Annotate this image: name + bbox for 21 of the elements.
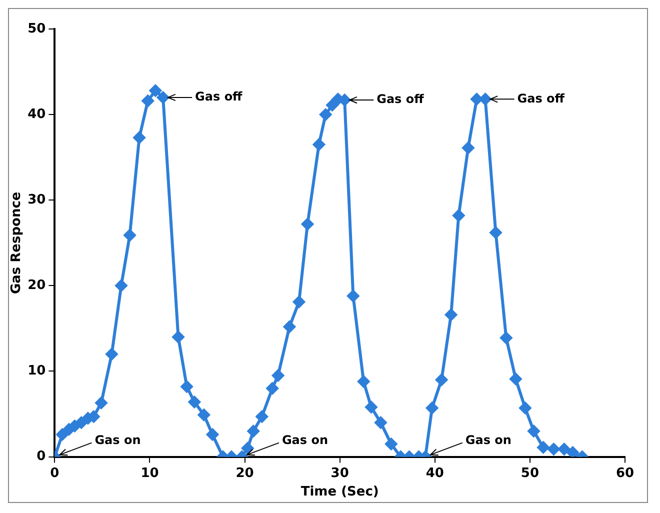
x-tick-label: 30 xyxy=(330,466,349,481)
x-tick-label: 40 xyxy=(426,466,444,481)
annotation: Gas off xyxy=(517,91,565,106)
annotation: Gas on xyxy=(94,432,141,447)
y-axis-title: Gas Responce xyxy=(9,192,24,294)
x-tick-label: 20 xyxy=(236,466,254,481)
y-tick-label: 30 xyxy=(28,192,46,208)
x-tick-label: 60 xyxy=(616,466,634,481)
y-tick-label: 50 xyxy=(28,21,46,36)
x-tick-label: 50 xyxy=(520,466,539,481)
annotation: Gas off xyxy=(195,90,243,104)
x-axis-title: Time (Sec) xyxy=(300,484,379,500)
y-tick-label: 10 xyxy=(28,364,46,379)
y-tick-label: 40 xyxy=(28,106,46,122)
annotation: Gas on xyxy=(465,432,512,447)
annotation: Gas off xyxy=(376,92,424,106)
x-tick-label: 0 xyxy=(50,466,60,481)
y-tick-label: 20 xyxy=(28,278,46,294)
annotation: Gas on xyxy=(282,432,328,447)
x-tick-label: 10 xyxy=(140,466,159,481)
y-tick-label: 0 xyxy=(36,449,46,464)
